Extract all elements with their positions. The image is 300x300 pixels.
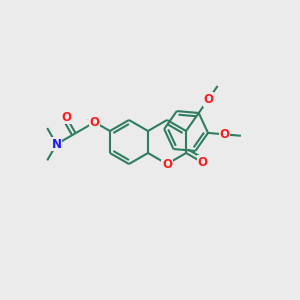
Text: N: N: [52, 138, 61, 151]
Text: O: O: [220, 128, 230, 141]
Text: O: O: [162, 158, 172, 170]
Text: O: O: [197, 156, 207, 169]
Text: O: O: [203, 93, 213, 106]
Text: O: O: [61, 110, 71, 124]
Text: O: O: [90, 116, 100, 129]
